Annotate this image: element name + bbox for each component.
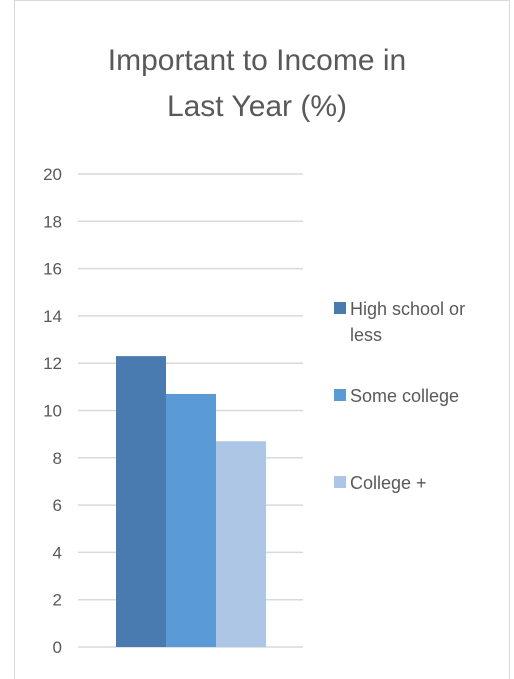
chart-title-line-1: Important to Income in [107, 44, 407, 77]
y-tick-label-0: 0 [53, 638, 62, 657]
legend-swatch-high-school-or-less [334, 302, 346, 314]
y-axis-tick-labels: 0 2 4 6 8 10 12 14 16 18 20 [43, 165, 62, 657]
y-tick-label-8: 8 [53, 449, 62, 468]
bar-some-college [166, 393, 216, 647]
legend-label-college: College + [350, 473, 427, 493]
chart-title-line-2: Last Year (%) [166, 90, 348, 123]
y-tick-label-10: 10 [43, 402, 62, 421]
legend: High school or less Some college College + [334, 299, 465, 493]
legend-swatch-some-college [334, 389, 346, 401]
legend-label-high-school-or-less-line-2: less [350, 325, 382, 345]
y-tick-label-18: 18 [43, 212, 62, 231]
legend-label-some-college: Some college [350, 386, 459, 406]
bar-high-school-or-less [116, 356, 166, 647]
bar-college [216, 441, 266, 647]
y-tick-label-2: 2 [53, 591, 62, 610]
y-tick-label-4: 4 [53, 543, 62, 562]
chart-title: Important to Income in Last Year (%) [0, 38, 514, 130]
y-tick-label-6: 6 [53, 496, 62, 515]
y-tick-label-14: 14 [43, 307, 62, 326]
y-tick-label-16: 16 [43, 260, 62, 279]
bars [116, 356, 266, 647]
y-tick-label-12: 12 [43, 354, 62, 373]
legend-label-high-school-or-less: High school or [350, 299, 465, 319]
legend-swatch-college [334, 476, 346, 488]
y-tick-label-20: 20 [43, 165, 62, 184]
